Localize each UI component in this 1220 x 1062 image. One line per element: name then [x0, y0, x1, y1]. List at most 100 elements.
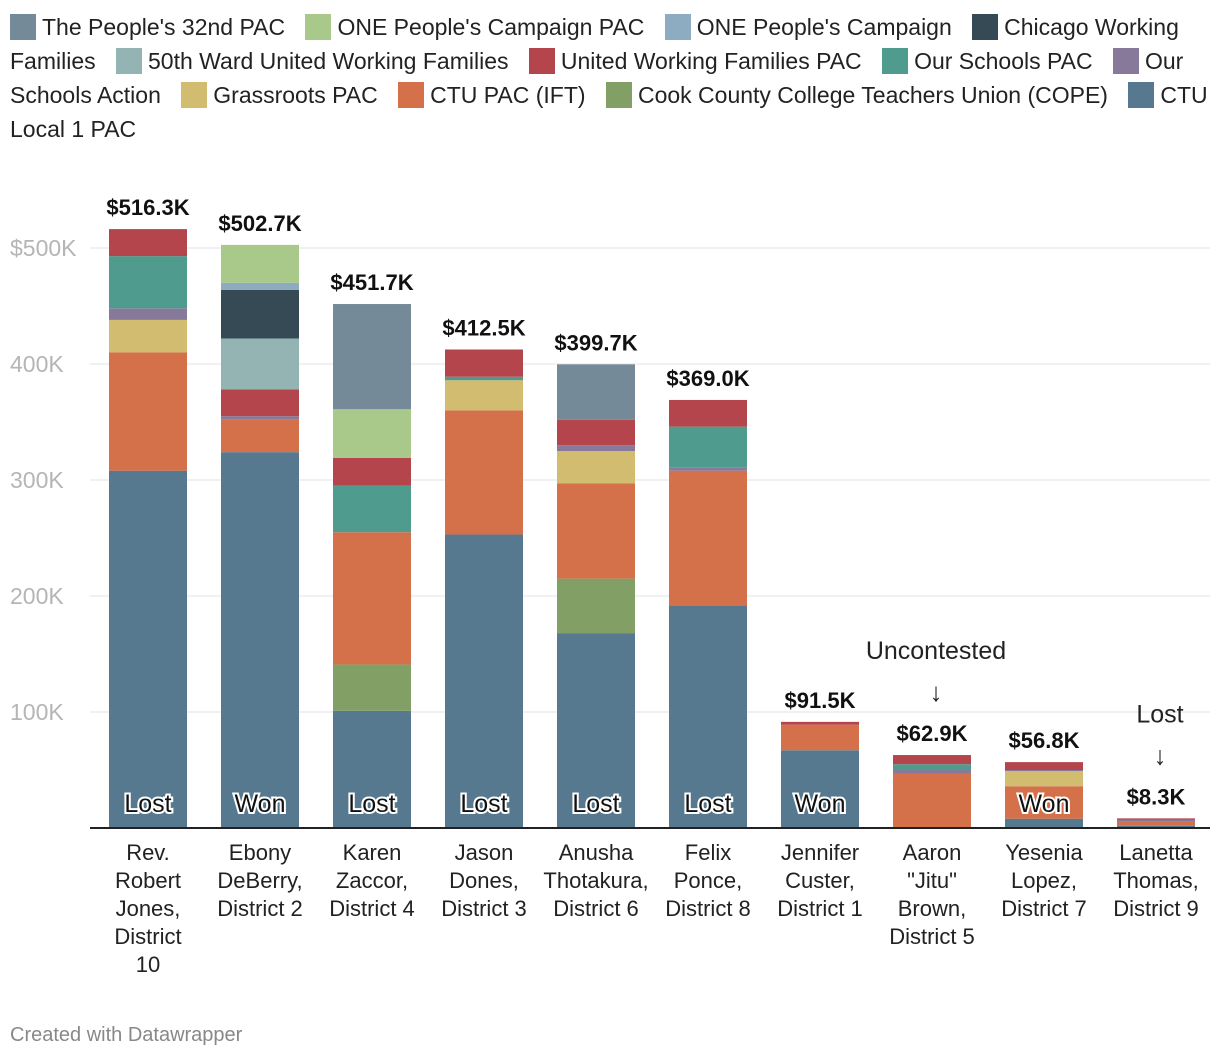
bar-segment: [1117, 818, 1195, 820]
bar-segment: [109, 319, 187, 353]
x-category-label: District 5: [889, 924, 975, 949]
legend-item: CTU PAC (IFT): [398, 82, 586, 108]
x-category-label: Thotakura,: [543, 868, 648, 893]
bar-segment: [333, 710, 411, 828]
legend-item: ONE People's Campaign PAC: [305, 14, 644, 40]
bar-segment: [109, 256, 187, 309]
bar-segment: [109, 308, 187, 320]
bar-segment: [1117, 821, 1195, 826]
x-category-label: District: [114, 924, 181, 949]
legend-item: 50th Ward United Working Families: [116, 48, 508, 74]
legend-item: Our Schools PAC: [882, 48, 1093, 74]
outcome-label: Won: [235, 790, 286, 818]
bar-segment: [109, 352, 187, 471]
bar-segment: [893, 773, 971, 828]
x-category-label: Jones,: [116, 896, 181, 921]
bar-total-label: $56.8K: [1009, 728, 1080, 753]
bar-segment: [893, 770, 971, 774]
legend-label: Our Schools Action: [10, 48, 1184, 108]
x-category-label: District 1: [777, 896, 863, 921]
bar-segment: [221, 416, 299, 420]
bar-segment: [445, 410, 523, 535]
outcome-label: Lost: [460, 790, 507, 818]
outcome-label: Lost: [684, 790, 731, 818]
x-category-label: District 8: [665, 896, 751, 921]
bar-segment: [557, 451, 635, 484]
bar-total-label: $412.5K: [442, 316, 525, 341]
x-category-label: Rev.: [126, 840, 170, 865]
x-category-label: Aaron: [903, 840, 962, 865]
x-category-label: Lopez,: [1011, 868, 1077, 893]
bar-segment: [445, 380, 523, 411]
bar-segment: [893, 764, 971, 770]
bar-segment: [221, 419, 299, 453]
x-category-label: Custer,: [785, 868, 855, 893]
outcome-label: Won: [1019, 790, 1070, 818]
legend-item: ONE People's Campaign: [664, 14, 952, 40]
legend-item: The People's 32nd PAC: [10, 14, 285, 40]
x-category-label: Robert: [115, 868, 181, 893]
x-category-label: Yesenia: [1005, 840, 1083, 865]
x-category-label: Jason: [455, 840, 514, 865]
bar-total-label: $8.3K: [1127, 784, 1186, 809]
bar-total-label: $451.7K: [330, 270, 413, 295]
bar-segment: [557, 633, 635, 828]
x-category-label: District 2: [217, 896, 303, 921]
legend-swatch: [10, 14, 36, 40]
legend-label: Our Schools PAC: [914, 48, 1093, 74]
bar-segment: [1005, 818, 1083, 828]
x-category-label: Karen: [343, 840, 402, 865]
bar-segment: [445, 534, 523, 828]
bar-segment: [557, 483, 635, 579]
x-category-label: Lanetta: [1119, 840, 1193, 865]
bar-segment: [669, 399, 747, 427]
legend-swatch: [528, 48, 555, 74]
legend-label: Cook County College Teachers Union (COPE…: [637, 82, 1108, 108]
x-category-label: Zaccor,: [336, 868, 408, 893]
bar-segment: [557, 578, 635, 634]
bar-segment: [893, 755, 971, 765]
legend-label: CTU PAC (IFT): [430, 82, 586, 108]
bar-segment: [557, 419, 635, 446]
legend: The People's 32nd PAC ONE People's Campa…: [10, 10, 1210, 146]
x-category-label: District 4: [329, 896, 415, 921]
bar-segment: [109, 470, 187, 828]
legend-item: Grassroots PAC: [181, 82, 378, 108]
legend-swatch: [398, 82, 425, 108]
x-category-label: 10: [136, 952, 160, 977]
legend-item: Our Schools Action: [10, 48, 1183, 108]
x-category-label: Dones,: [449, 868, 519, 893]
bar-segment: [557, 445, 635, 451]
x-category-label: District 6: [553, 896, 639, 921]
bar-segment: [333, 304, 411, 410]
bar-segment: [333, 664, 411, 711]
x-category-label: Felix: [685, 840, 731, 865]
bar-segment: [333, 485, 411, 533]
x-category-label: Jennifer: [781, 840, 859, 865]
x-category-label: District 9: [1113, 896, 1199, 921]
credit-text: Created with Datawrapper: [10, 1024, 243, 1046]
legend-item: CTU Local 1 PAC: [10, 82, 1208, 142]
legend-item: Cook County College Teachers Union (COPE…: [605, 82, 1108, 108]
legend-swatch: [664, 14, 691, 40]
bar-segment: [333, 532, 411, 665]
bar-segment: [781, 750, 859, 828]
bar-segment: [221, 244, 299, 283]
bar-segment: [445, 349, 523, 377]
legend-label: 50th Ward United Working Families: [148, 48, 509, 74]
bar-segment: [221, 452, 299, 828]
bar-segment: [669, 605, 747, 828]
outcome-label: Lost: [348, 790, 395, 818]
bar-segment: [669, 426, 747, 468]
legend-item: Chicago Working Families: [10, 14, 1179, 74]
x-category-label: Thomas,: [1113, 868, 1199, 893]
legend-label: Grassroots PAC: [213, 82, 378, 108]
bar-segment: [445, 376, 523, 381]
bar-segment: [1117, 825, 1195, 828]
legend-swatch: [882, 48, 909, 74]
bar-segment: [333, 409, 411, 458]
x-category-label: Ponce,: [674, 868, 743, 893]
bar-segment: [109, 229, 187, 257]
legend-label: The People's 32nd PAC: [42, 14, 286, 40]
legend-swatch: [1128, 82, 1155, 108]
